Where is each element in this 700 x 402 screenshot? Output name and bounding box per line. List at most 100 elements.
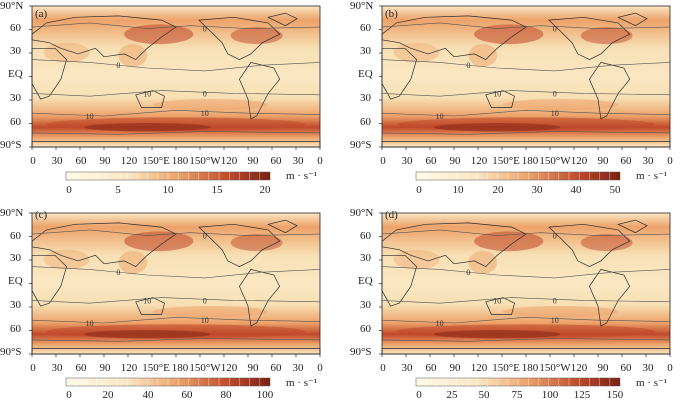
lon-label: 60 bbox=[620, 362, 632, 374]
colorbar-tick: 0 bbox=[416, 389, 422, 401]
lat-label: 60 bbox=[10, 323, 21, 335]
intensity-region bbox=[124, 24, 194, 45]
colorbar-tick: 20 bbox=[492, 184, 504, 196]
lon-label: 60 bbox=[425, 362, 437, 374]
lon-label: 90 bbox=[247, 155, 259, 167]
lon-label: 90 bbox=[449, 155, 461, 167]
map-svg: 0 0 10 0 10 10 bbox=[379, 5, 671, 181]
coastline bbox=[267, 12, 298, 27]
colorbar-tick: 10 bbox=[452, 184, 464, 196]
panel-label: (c) bbox=[35, 209, 48, 221]
lon-label: 150°W bbox=[539, 155, 571, 167]
lat-label: 30 bbox=[10, 299, 21, 311]
contour-label: 0 bbox=[116, 268, 120, 277]
coastline bbox=[589, 269, 631, 327]
map-panel-b: 0 0 10 0 10 10 (b) 90°N 60 30 EQ 30 60 90°S 0… bbox=[350, 0, 700, 201]
contour-label: 0 bbox=[116, 61, 120, 70]
colorbar-tick: 30 bbox=[531, 184, 543, 196]
intensity-region bbox=[396, 324, 656, 339]
coastline bbox=[31, 254, 67, 307]
lon-label: 0 bbox=[30, 155, 36, 167]
colorbar-unit: m · s⁻¹ bbox=[636, 377, 668, 389]
contour-line bbox=[381, 22, 671, 29]
colorbar-tick: 150 bbox=[606, 389, 624, 401]
lon-label: 150°W bbox=[189, 155, 221, 167]
lat-label: 60 bbox=[10, 22, 21, 34]
lon-label: 120 bbox=[570, 362, 588, 374]
panel-label: (d) bbox=[385, 209, 398, 221]
map-svg: 0 0 10 0 10 10 bbox=[379, 212, 671, 387]
lon-label: 30 bbox=[642, 362, 654, 374]
panel-label: (b) bbox=[385, 8, 398, 20]
contour-line bbox=[31, 338, 321, 342]
colorbar-unit: m · s⁻¹ bbox=[286, 170, 318, 182]
intensity-region bbox=[152, 99, 269, 111]
lon-label: 60 bbox=[75, 362, 87, 374]
lon-label: 90 bbox=[99, 155, 111, 167]
colorbar-tick: 50 bbox=[609, 184, 621, 196]
lon-label: 60 bbox=[75, 155, 87, 167]
intensity-region bbox=[580, 234, 633, 252]
intensity-region bbox=[468, 251, 498, 274]
lat-label: 90°N bbox=[0, 207, 24, 219]
lon-label: 0 bbox=[30, 362, 36, 374]
colorbar-tick: 60 bbox=[181, 389, 193, 401]
coastline bbox=[31, 47, 67, 100]
coastline bbox=[31, 15, 177, 61]
coastline bbox=[548, 223, 631, 267]
contour-label: 10 bbox=[201, 109, 209, 118]
lon-label: 30 bbox=[292, 362, 304, 374]
contour-line bbox=[31, 229, 321, 236]
lon-label: 90 bbox=[449, 362, 461, 374]
contour-label: 0 bbox=[553, 232, 557, 241]
intensity-region bbox=[83, 330, 211, 339]
coastline bbox=[267, 219, 298, 234]
lat-label: EQ bbox=[8, 275, 23, 287]
intensity-region bbox=[118, 251, 148, 274]
lat-label: 30 bbox=[10, 252, 21, 264]
lat-label: 60 bbox=[360, 22, 371, 34]
lon-label: 30 bbox=[51, 362, 63, 374]
lon-label: 0 bbox=[380, 362, 386, 374]
lon-label: 60 bbox=[620, 155, 632, 167]
intensity-region bbox=[43, 249, 90, 270]
lon-label: 0 bbox=[667, 155, 673, 167]
lon-label: 180 bbox=[521, 155, 539, 167]
contour-label: 10 bbox=[551, 109, 559, 118]
lon-label: 0 bbox=[667, 362, 673, 374]
lat-label: 30 bbox=[360, 252, 371, 264]
intensity-region bbox=[433, 123, 561, 132]
lat-label: 60 bbox=[10, 230, 21, 242]
intensity-region bbox=[46, 324, 306, 339]
contour-line bbox=[381, 338, 671, 342]
intensity-region bbox=[43, 42, 90, 63]
contour-label: 0 bbox=[553, 25, 557, 34]
lat-label: 60 bbox=[360, 230, 371, 242]
colorbar-tick: 25 bbox=[446, 389, 458, 401]
coastline bbox=[239, 269, 281, 327]
contour-line bbox=[31, 316, 321, 324]
colorbar-tick: 40 bbox=[142, 389, 154, 401]
lat-label: 90°S bbox=[350, 346, 372, 358]
lon-label: 180 bbox=[171, 362, 189, 374]
contour-line bbox=[31, 297, 321, 304]
map-svg: 0 0 10 0 10 10 bbox=[29, 5, 321, 181]
lat-label: EQ bbox=[358, 275, 373, 287]
lat-label: 90°N bbox=[350, 0, 374, 12]
contour-label: 0 bbox=[553, 296, 557, 305]
coastline bbox=[381, 15, 527, 61]
lat-label: 90°N bbox=[0, 0, 24, 12]
intensity-region bbox=[502, 99, 619, 111]
contour-line bbox=[381, 229, 671, 236]
intensity-region bbox=[474, 231, 544, 252]
coastline bbox=[31, 222, 177, 268]
colorbar-tick: 20 bbox=[102, 389, 114, 401]
contour-label: 10 bbox=[86, 319, 94, 328]
contour-label: 0 bbox=[203, 232, 207, 241]
lon-label: 90 bbox=[597, 155, 609, 167]
lon-label: 180 bbox=[521, 362, 539, 374]
colorbar-tick: 100 bbox=[256, 389, 274, 401]
coastline bbox=[381, 254, 417, 307]
lat-label: 30 bbox=[360, 45, 371, 57]
contour-line bbox=[31, 266, 321, 279]
